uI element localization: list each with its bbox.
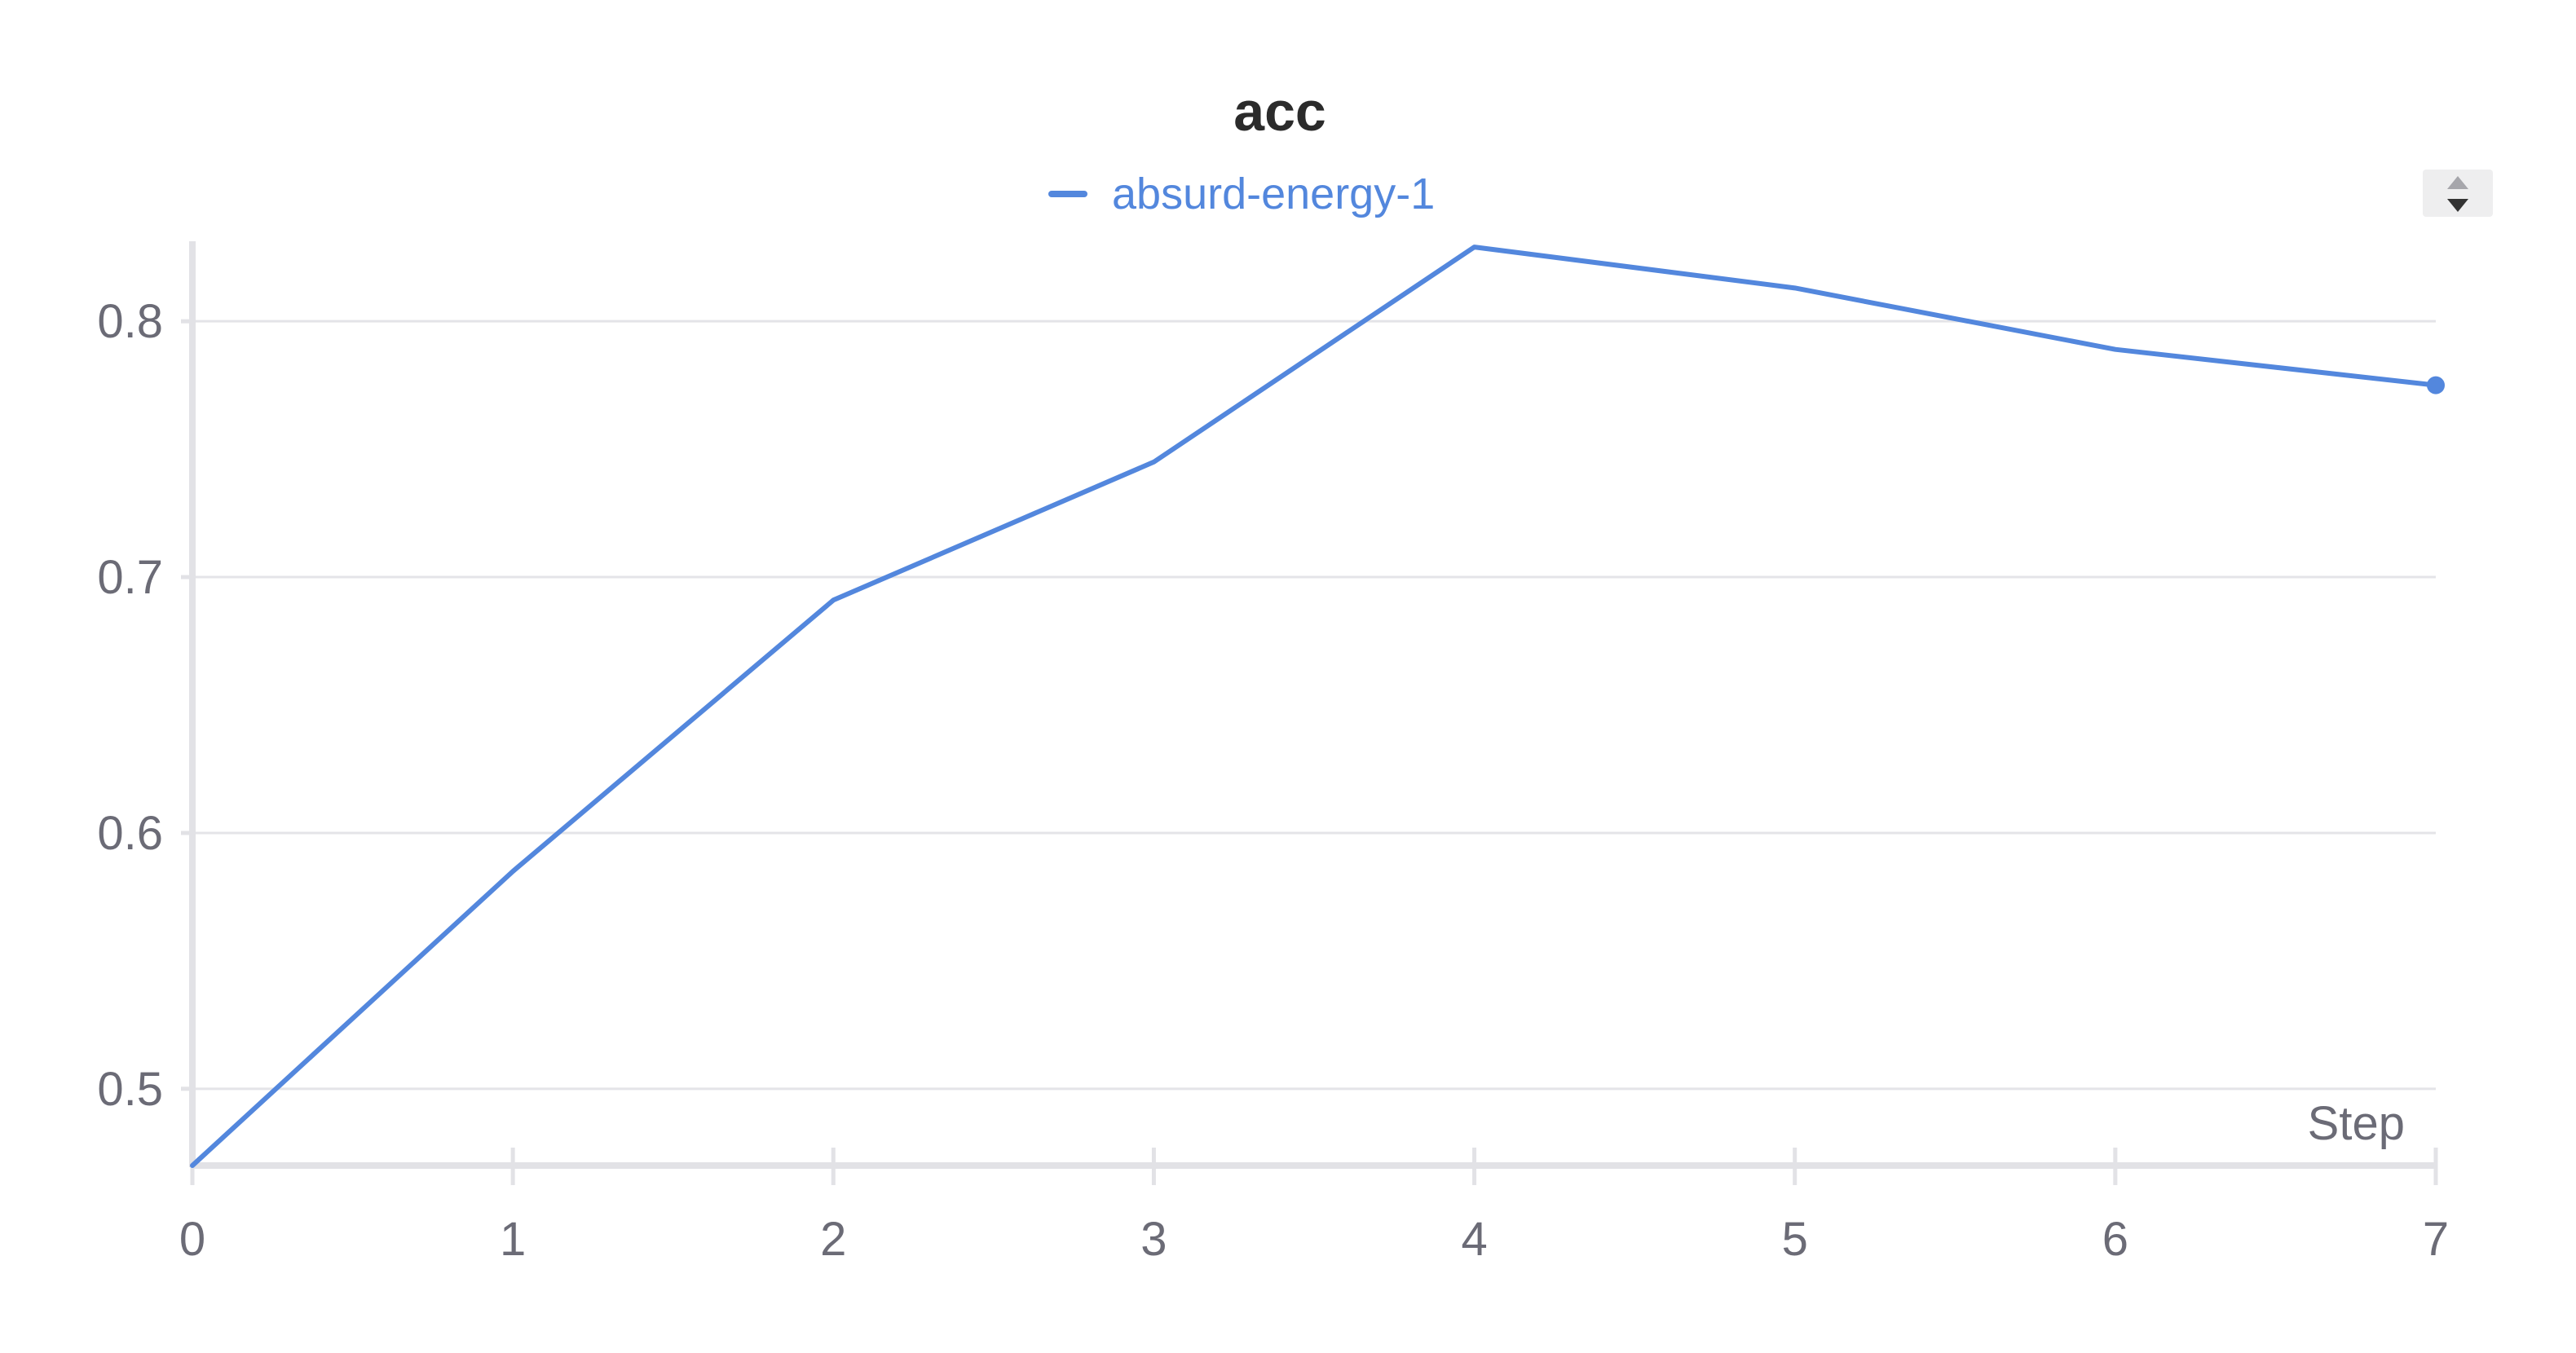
x-axis-label: Step (2308, 1097, 2405, 1150)
axes: 0.5 0.6 0.7 0.8 0 1 2 3 4 5 6 7 (97, 241, 2449, 1266)
y-tick-label: 0.8 (97, 295, 163, 348)
x-tick-label: 7 (2423, 1213, 2449, 1266)
series-endpoint-marker (2427, 376, 2445, 394)
x-tick-label: 4 (1461, 1213, 1487, 1266)
x-tick-label: 2 (820, 1213, 846, 1266)
x-tick-label: 1 (500, 1213, 526, 1266)
x-tick-label: 0 (179, 1213, 205, 1266)
x-tick-label: 6 (2102, 1213, 2128, 1266)
y-tick-label: 0.6 (97, 807, 163, 860)
y-tick-label: 0.7 (97, 551, 163, 604)
y-tick-label: 0.5 (97, 1063, 163, 1116)
legend[interactable]: absurd-energy-1 (1048, 170, 1435, 218)
series-line-absurd-energy-1 (190, 245, 2438, 1168)
series-layer (190, 245, 2445, 1168)
x-tick-label: 5 (1782, 1213, 1808, 1266)
x-tick-label: 3 (1140, 1213, 1167, 1266)
legend-label: absurd-energy-1 (1112, 170, 1435, 218)
gridlines (192, 320, 2436, 1091)
up-down-arrows-icon[interactable] (2423, 170, 2493, 217)
chart-title: acc (1233, 81, 1325, 143)
